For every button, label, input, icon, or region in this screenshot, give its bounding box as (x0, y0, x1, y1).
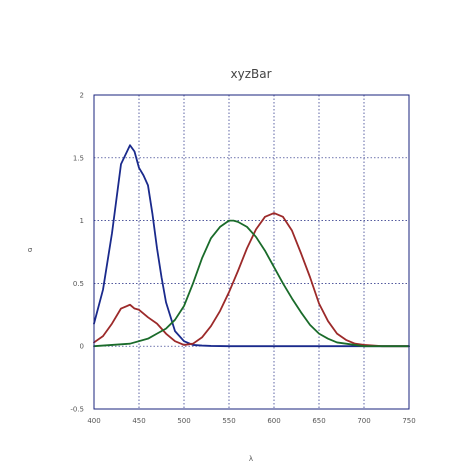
y-tick-label: 1 (80, 217, 84, 225)
series-layer (93, 144, 410, 348)
series-line-3 (93, 219, 410, 348)
x-tick-label: 500 (177, 417, 190, 425)
x-tick-label: 650 (312, 417, 325, 425)
x-tick-label: 550 (222, 417, 235, 425)
plot-frame (93, 94, 410, 410)
series-line-2 (93, 212, 410, 348)
y-tick-label: -0.5 (70, 406, 84, 414)
y-tick-label: 1.5 (73, 154, 84, 162)
y-tick-label: 0 (80, 343, 84, 351)
x-axis-label: λ (249, 455, 253, 463)
grid-layer (94, 95, 409, 409)
x-tick-label: 750 (402, 417, 415, 425)
y-tick-label: 2 (80, 92, 84, 100)
x-tick-label: 400 (87, 417, 100, 425)
y-tick-label: 0.5 (73, 280, 84, 288)
tick-layer: 400 450 500 550 600 650 700 750 -0.5 0 0.5 1 1.5 2 (70, 92, 415, 426)
x-tick-label: 700 (357, 417, 370, 425)
series-line-1 (93, 144, 410, 348)
y-axis-label: σ (28, 246, 33, 254)
x-tick-label: 450 (132, 417, 145, 425)
chart-title: xyzBar (230, 67, 271, 81)
x-tick-label: 600 (267, 417, 280, 425)
